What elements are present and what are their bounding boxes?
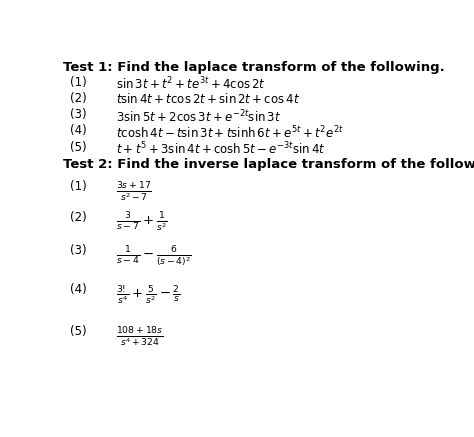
Text: $\frac{3s+17}{s^2-7}$: $\frac{3s+17}{s^2-7}$: [116, 180, 152, 204]
Text: (3): (3): [70, 244, 87, 257]
Text: $t + t^5 + 3\sin 4t + \cosh 5t - e^{-3t}\sin 4t$: $t + t^5 + 3\sin 4t + \cosh 5t - e^{-3t}…: [116, 141, 326, 157]
Text: (5): (5): [70, 325, 87, 338]
Text: $\frac{3!}{s^4} + \frac{5}{s^2} - \frac{2}{s}$: $\frac{3!}{s^4} + \frac{5}{s^2} - \frac{…: [116, 283, 181, 307]
Text: $\frac{3}{s-7} + \frac{1}{s^2}$: $\frac{3}{s-7} + \frac{1}{s^2}$: [116, 211, 168, 234]
Text: (4): (4): [70, 283, 87, 296]
Text: $3\sin 5t + 2\cos 3t + e^{-2t}\sin 3t$: $3\sin 5t + 2\cos 3t + e^{-2t}\sin 3t$: [116, 108, 281, 125]
Text: (1): (1): [70, 76, 87, 89]
Text: (2): (2): [70, 92, 87, 105]
Text: (5): (5): [70, 141, 87, 153]
Text: Test 1: Find the laplace transform of the following.: Test 1: Find the laplace transform of th…: [63, 61, 445, 74]
Text: (2): (2): [70, 211, 87, 224]
Text: (3): (3): [70, 108, 87, 121]
Text: $t\cosh 4t - t\sin 3t + t\sinh 6t + e^{5t} + t^2e^{2t}$: $t\cosh 4t - t\sin 3t + t\sinh 6t + e^{5…: [116, 125, 344, 141]
Text: $t\sin 4t + t\cos 2t + \sin 2t + \cos 4t$: $t\sin 4t + t\cos 2t + \sin 2t + \cos 4t…: [116, 92, 300, 106]
Text: (4): (4): [70, 125, 87, 138]
Text: $\sin 3t + t^2 + te^{3t} + 4\cos 2t$: $\sin 3t + t^2 + te^{3t} + 4\cos 2t$: [116, 76, 266, 93]
Text: $\frac{108+18s}{s^4+324}$: $\frac{108+18s}{s^4+324}$: [116, 325, 164, 349]
Text: $\frac{1}{s-4} - \frac{6}{(s-4)^2}$: $\frac{1}{s-4} - \frac{6}{(s-4)^2}$: [116, 244, 192, 269]
Text: Test 2: Find the inverse laplace transform of the following.: Test 2: Find the inverse laplace transfo…: [63, 159, 474, 171]
Text: (1): (1): [70, 180, 87, 193]
